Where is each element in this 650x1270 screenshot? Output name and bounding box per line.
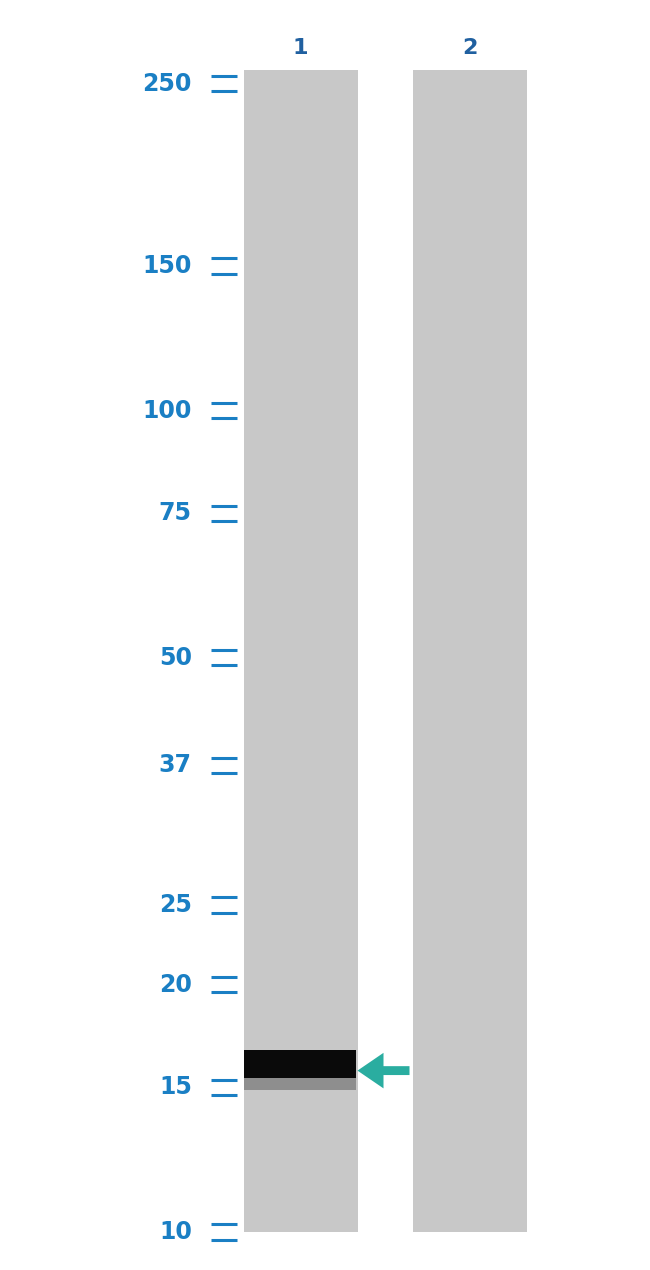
Bar — [244, 1078, 356, 1090]
Bar — [413, 70, 526, 1232]
Text: 1: 1 — [293, 38, 308, 58]
Text: 25: 25 — [159, 893, 192, 917]
Bar — [244, 1050, 356, 1078]
Text: 100: 100 — [142, 399, 192, 423]
Text: 150: 150 — [142, 254, 192, 278]
Bar — [244, 70, 358, 1232]
Text: 37: 37 — [159, 753, 192, 777]
Text: 10: 10 — [159, 1220, 192, 1243]
Text: 75: 75 — [159, 502, 192, 526]
Text: 250: 250 — [142, 72, 192, 95]
Text: 50: 50 — [159, 646, 192, 669]
Text: 20: 20 — [159, 973, 192, 997]
FancyArrow shape — [358, 1053, 410, 1088]
Text: 15: 15 — [159, 1076, 192, 1100]
Text: 2: 2 — [462, 38, 477, 58]
